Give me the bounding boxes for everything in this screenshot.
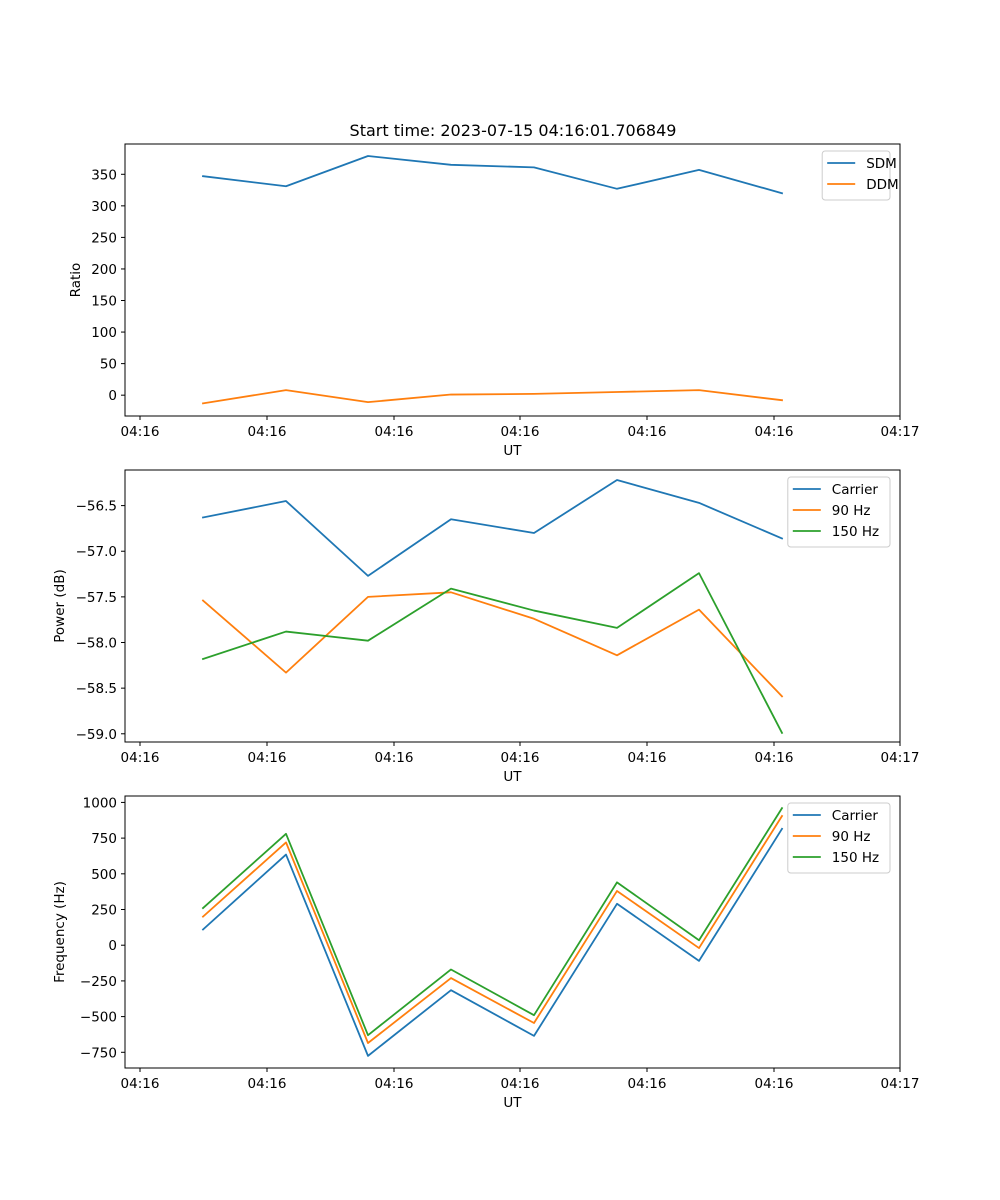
legend-label: Carrier bbox=[832, 808, 879, 824]
series-line-150-hz bbox=[201, 806, 784, 1037]
y-axis-label: Frequency (Hz) bbox=[52, 881, 68, 983]
legend-label: 150 Hz bbox=[832, 524, 879, 540]
series-line-ddm bbox=[201, 389, 784, 405]
axes-frame bbox=[124, 469, 901, 743]
chart-panel-2: 04:16 04:16 04:16 04:16 04:16 04:16 04:17 −59.0… bbox=[52, 469, 920, 785]
x-tick-label: 04:17 bbox=[881, 1076, 920, 1092]
x-tick-label: 04:16 bbox=[628, 750, 667, 766]
axes-frame bbox=[124, 795, 901, 1069]
y-tick-label: −58.5 bbox=[76, 681, 117, 697]
y-tick-label: −58.0 bbox=[76, 636, 117, 652]
legend-label: SDM bbox=[866, 156, 897, 172]
legend: Carrier 90 Hz 150 Hz bbox=[787, 802, 891, 874]
x-tick-label: 04:16 bbox=[628, 1076, 667, 1092]
y-tick-label: 150 bbox=[91, 294, 117, 310]
series-line-sdm bbox=[201, 155, 784, 195]
y-tick-label: −250 bbox=[80, 974, 117, 990]
x-tick-label: 04:16 bbox=[121, 1076, 160, 1092]
x-tick-label: 04:16 bbox=[628, 424, 667, 440]
x-tick-label: 04:16 bbox=[755, 424, 794, 440]
legend-box bbox=[787, 476, 891, 548]
y-tick-label: −750 bbox=[80, 1045, 117, 1061]
y-tick-label: 100 bbox=[91, 325, 117, 341]
series-line-90-hz bbox=[201, 814, 784, 1044]
figure-title: Start time: 2023-07-15 04:16:01.706849 bbox=[350, 121, 677, 140]
y-tick-label: −56.5 bbox=[76, 499, 117, 515]
series-line-carrier bbox=[201, 479, 784, 577]
y-tick-label: −59.0 bbox=[76, 727, 117, 743]
legend: Carrier 90 Hz 150 Hz bbox=[787, 476, 891, 548]
chart-panel-1: 04:16 04:16 04:16 04:16 04:16 04:16 04:17 0 50 10… bbox=[68, 143, 920, 459]
y-axis-label: Power (dB) bbox=[52, 569, 68, 642]
panels: 04:16 04:16 04:16 04:16 04:16 04:16 04:17 0 50 10… bbox=[52, 143, 920, 1111]
x-tick-label: 04:17 bbox=[881, 750, 920, 766]
y-tick-label: 300 bbox=[91, 199, 117, 215]
x-tick-label: 04:16 bbox=[248, 1076, 287, 1092]
x-tick-label: 04:16 bbox=[121, 424, 160, 440]
x-tick-label: 04:16 bbox=[501, 1076, 540, 1092]
y-axis-label: Ratio bbox=[68, 263, 84, 298]
x-tick-label: 04:17 bbox=[881, 424, 920, 440]
y-tick-label: 500 bbox=[91, 867, 117, 883]
series-line-90-hz bbox=[201, 591, 784, 698]
y-tick-label: 350 bbox=[91, 167, 117, 183]
x-tick-label: 04:16 bbox=[248, 424, 287, 440]
x-tick-label: 04:16 bbox=[501, 424, 540, 440]
y-tick-label: 200 bbox=[91, 262, 117, 278]
x-tick-label: 04:16 bbox=[248, 750, 287, 766]
y-tick-label: 0 bbox=[108, 938, 117, 954]
y-tick-label: −57.0 bbox=[76, 544, 117, 560]
x-tick-label: 04:16 bbox=[501, 750, 540, 766]
y-tick-label: −500 bbox=[80, 1010, 117, 1026]
y-tick-label: 750 bbox=[91, 831, 117, 847]
series-line-150-hz bbox=[201, 572, 784, 735]
x-axis-label: UT bbox=[503, 443, 522, 459]
legend-label: 150 Hz bbox=[832, 850, 879, 866]
y-tick-label: 50 bbox=[100, 357, 117, 373]
legend: SDM DDM bbox=[821, 150, 899, 201]
x-tick-label: 04:16 bbox=[121, 750, 160, 766]
y-tick-label: 250 bbox=[91, 903, 117, 919]
x-axis-label: UT bbox=[503, 1095, 522, 1111]
x-tick-label: 04:16 bbox=[755, 1076, 794, 1092]
y-tick-label: 0 bbox=[108, 388, 117, 404]
y-tick-label: 250 bbox=[91, 230, 117, 246]
x-tick-label: 04:16 bbox=[375, 424, 414, 440]
legend-label: 90 Hz bbox=[832, 829, 871, 845]
legend-box bbox=[787, 802, 891, 874]
series-line-carrier bbox=[201, 827, 784, 1057]
y-tick-label: 1000 bbox=[83, 795, 117, 811]
x-tick-label: 04:16 bbox=[375, 1076, 414, 1092]
x-tick-label: 04:16 bbox=[755, 750, 794, 766]
axes-frame bbox=[124, 143, 901, 417]
chart-panel-3: 04:16 04:16 04:16 04:16 04:16 04:16 04:17 −750 −… bbox=[52, 795, 919, 1111]
legend-label: 90 Hz bbox=[832, 503, 871, 519]
y-tick-label: −57.5 bbox=[76, 590, 117, 606]
legend-label: Carrier bbox=[832, 482, 879, 498]
x-axis-label: UT bbox=[503, 769, 522, 785]
legend-label: DDM bbox=[866, 177, 898, 193]
x-tick-label: 04:16 bbox=[375, 750, 414, 766]
